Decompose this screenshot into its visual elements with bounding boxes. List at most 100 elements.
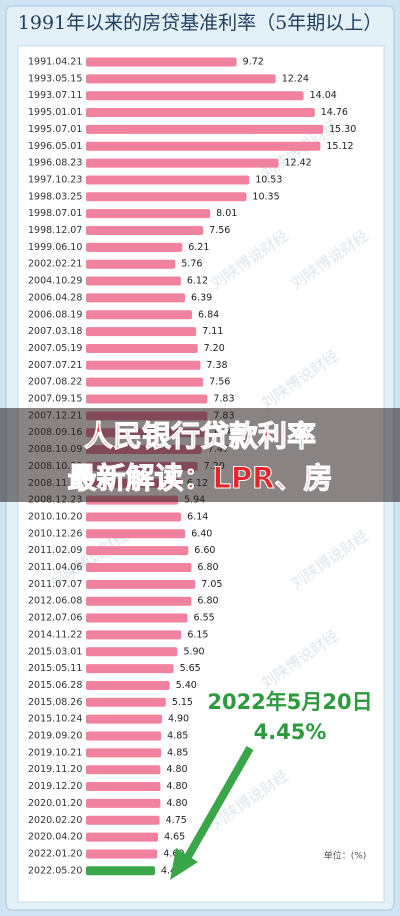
chart-title: 1991年以来的房贷基准利率（5年期以上）: [18, 12, 382, 34]
bar: [86, 310, 193, 320]
bar: [86, 647, 178, 657]
category-label: 2007.07.21: [28, 360, 82, 371]
bar: [86, 377, 204, 387]
value-label: 7.11: [202, 326, 223, 337]
banner-line: 人民银行贷款利率: [84, 419, 316, 453]
value-label: 10.35: [252, 191, 279, 202]
annotation-date: 2022年5月20日: [207, 690, 372, 714]
bar: [86, 343, 198, 353]
category-label: 1995.07.01: [28, 124, 82, 135]
value-label: 4.80: [166, 798, 187, 809]
bar: [86, 293, 186, 303]
value-label: 4.65: [164, 832, 185, 843]
bar: [86, 782, 161, 792]
value-label: 6.84: [198, 309, 219, 320]
bar: [86, 664, 174, 674]
category-label: 2015.03.01: [28, 646, 82, 657]
unit-label: 单位：(%): [324, 850, 367, 862]
category-label: 2019.12.20: [28, 781, 82, 792]
bar: [86, 327, 197, 337]
category-label: 1993.07.11: [28, 90, 82, 101]
value-label: 12.42: [285, 158, 312, 169]
category-label: 2007.08.22: [28, 377, 82, 388]
value-label: 6.12: [187, 276, 208, 287]
category-label: 2019.11.20: [28, 764, 82, 775]
value-label: 5.65: [180, 663, 201, 674]
bar: [86, 259, 176, 269]
arrow-head: [170, 848, 198, 880]
bar: [86, 579, 196, 589]
value-label: 5.15: [172, 697, 193, 708]
bar: [86, 731, 162, 741]
category-label: 2015.08.26: [28, 697, 82, 708]
banner-line: 最新解读：LPR、房: [67, 461, 332, 495]
category-label: 2012.06.08: [28, 596, 82, 607]
value-label: 6.55: [194, 613, 215, 624]
bar: [86, 57, 237, 67]
category-label: 2012.07.06: [28, 613, 82, 624]
value-label: 7.20: [204, 343, 225, 354]
value-label: 8.01: [216, 208, 237, 219]
bar: [86, 175, 250, 185]
category-label: 1998.07.01: [28, 208, 82, 219]
value-label: 6.80: [197, 562, 218, 573]
value-label: 15.30: [329, 124, 356, 135]
value-label: 4.85: [167, 747, 188, 758]
bar: [86, 209, 211, 219]
category-label: 2014.11.22: [28, 629, 82, 640]
bar: [86, 697, 166, 707]
category-label: 2007.09.15: [28, 394, 82, 405]
category-label: 2019.09.20: [28, 731, 82, 742]
value-label: 4.85: [167, 731, 188, 742]
value-label: 5.90: [183, 646, 204, 657]
value-label: 4.45: [161, 865, 182, 876]
category-label: 1993.05.15: [28, 73, 82, 84]
value-label: 15.12: [326, 141, 353, 152]
category-label: 2011.04.06: [28, 562, 82, 573]
value-label: 4.75: [166, 815, 187, 826]
bar: [86, 394, 208, 404]
value-label: 14.04: [310, 90, 337, 101]
bar: [86, 546, 189, 556]
bar: [86, 242, 183, 252]
value-label: 14.76: [321, 107, 348, 118]
category-label: 2010.10.20: [28, 511, 82, 522]
value-label: 10.53: [255, 174, 282, 185]
category-label: 2015.06.28: [28, 680, 82, 691]
category-label: 2011.07.07: [28, 579, 82, 590]
category-label: 1997.10.23: [28, 174, 82, 185]
value-label: 7.05: [201, 579, 222, 590]
category-label: 1996.05.01: [28, 141, 82, 152]
bar: [86, 630, 182, 640]
category-label: 2004.10.29: [28, 276, 82, 287]
annotation-value: 4.45%: [254, 720, 327, 744]
bar: [86, 596, 192, 606]
value-label: 6.60: [194, 545, 215, 556]
value-label: 4.60: [163, 848, 184, 859]
bar: [86, 192, 247, 202]
category-label: 2019.10.21: [28, 747, 82, 758]
bar: [86, 108, 315, 118]
value-label: 6.40: [191, 528, 212, 539]
category-label: 2022.01.20: [28, 848, 82, 859]
arrow: [181, 746, 254, 864]
category-label: 2006.04.28: [28, 292, 82, 303]
bar: [86, 815, 160, 825]
category-label: 2007.05.19: [28, 343, 82, 354]
value-label: 4.90: [168, 714, 189, 725]
value-label: 6.21: [188, 242, 209, 253]
bar: [86, 360, 201, 370]
category-label: 1999.06.10: [28, 242, 82, 253]
bar: [86, 91, 304, 101]
category-label: 1991.04.21: [28, 57, 82, 68]
value-label: 6.80: [197, 596, 218, 607]
bar: [86, 226, 204, 235]
value-label: 9.72: [243, 57, 264, 68]
bar: [86, 512, 182, 522]
value-label: 7.83: [213, 394, 234, 405]
bar: [86, 141, 321, 151]
value-label: 7.56: [209, 377, 230, 388]
bar: [86, 613, 188, 623]
value-label: 6.14: [187, 511, 208, 522]
